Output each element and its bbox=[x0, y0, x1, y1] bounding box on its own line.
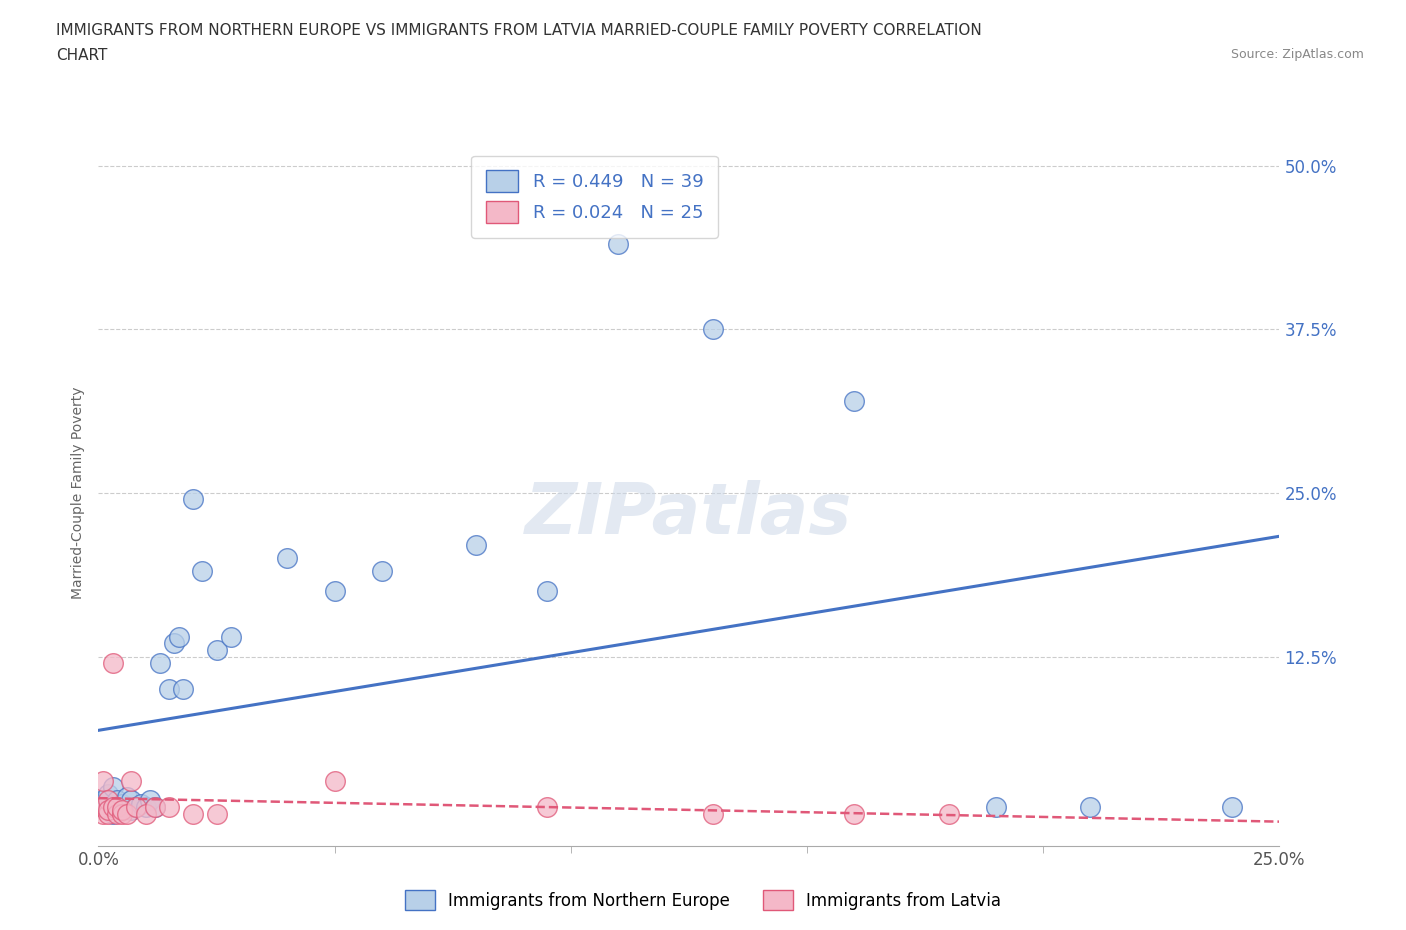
Point bbox=[111, 803, 134, 817]
Point bbox=[135, 806, 157, 821]
Point bbox=[91, 806, 114, 821]
Text: IMMIGRANTS FROM NORTHERN EUROPE VS IMMIGRANTS FROM LATVIA MARRIED-COUPLE FAMILY : IMMIGRANTS FROM NORTHERN EUROPE VS IMMIG… bbox=[56, 23, 981, 38]
Point bbox=[135, 800, 157, 815]
Point bbox=[91, 774, 114, 789]
Point bbox=[205, 643, 228, 658]
Legend: R = 0.449   N = 39, R = 0.024   N = 25: R = 0.449 N = 39, R = 0.024 N = 25 bbox=[471, 155, 717, 237]
Point bbox=[323, 584, 346, 599]
Point bbox=[121, 803, 143, 817]
Point bbox=[172, 682, 194, 697]
Point bbox=[702, 322, 724, 337]
Point bbox=[101, 656, 124, 671]
Point bbox=[1220, 800, 1243, 815]
Point bbox=[97, 806, 120, 821]
Point bbox=[105, 806, 128, 821]
Point bbox=[219, 630, 242, 644]
Point bbox=[536, 584, 558, 599]
Point bbox=[1080, 800, 1102, 815]
Point bbox=[91, 793, 114, 808]
Point bbox=[157, 800, 180, 815]
Point bbox=[111, 806, 134, 821]
Text: ZIPatlas: ZIPatlas bbox=[526, 480, 852, 549]
Point bbox=[125, 800, 148, 815]
Point bbox=[143, 800, 166, 815]
Point bbox=[129, 797, 152, 812]
Point bbox=[111, 797, 134, 812]
Point bbox=[97, 793, 120, 808]
Point bbox=[121, 793, 143, 808]
Point bbox=[205, 806, 228, 821]
Point bbox=[938, 806, 960, 821]
Point bbox=[97, 803, 120, 817]
Point bbox=[143, 800, 166, 815]
Point bbox=[167, 630, 190, 644]
Point bbox=[702, 806, 724, 821]
Point bbox=[536, 800, 558, 815]
Point bbox=[371, 564, 394, 578]
Point bbox=[91, 800, 114, 815]
Point bbox=[984, 800, 1007, 815]
Y-axis label: Married-Couple Family Poverty: Married-Couple Family Poverty bbox=[70, 387, 84, 599]
Point bbox=[115, 790, 138, 804]
Point bbox=[101, 806, 124, 821]
Point bbox=[139, 793, 162, 808]
Point bbox=[181, 492, 204, 507]
Point bbox=[115, 806, 138, 821]
Legend: Immigrants from Northern Europe, Immigrants from Latvia: Immigrants from Northern Europe, Immigra… bbox=[398, 884, 1008, 917]
Point bbox=[163, 636, 186, 651]
Point bbox=[121, 774, 143, 789]
Point bbox=[844, 806, 866, 821]
Point bbox=[149, 656, 172, 671]
Point bbox=[101, 780, 124, 795]
Point bbox=[276, 551, 298, 565]
Point bbox=[323, 774, 346, 789]
Point bbox=[157, 682, 180, 697]
Text: CHART: CHART bbox=[56, 48, 108, 63]
Point bbox=[844, 393, 866, 408]
Point bbox=[97, 803, 120, 817]
Point bbox=[115, 800, 138, 815]
Point bbox=[105, 800, 128, 815]
Point bbox=[91, 800, 114, 815]
Text: Source: ZipAtlas.com: Source: ZipAtlas.com bbox=[1230, 48, 1364, 61]
Point bbox=[181, 806, 204, 821]
Point bbox=[465, 538, 488, 552]
Point bbox=[111, 803, 134, 817]
Point bbox=[125, 800, 148, 815]
Point bbox=[191, 564, 214, 578]
Point bbox=[105, 800, 128, 815]
Point bbox=[607, 237, 630, 252]
Point bbox=[101, 800, 124, 815]
Point bbox=[105, 793, 128, 808]
Point bbox=[97, 787, 120, 802]
